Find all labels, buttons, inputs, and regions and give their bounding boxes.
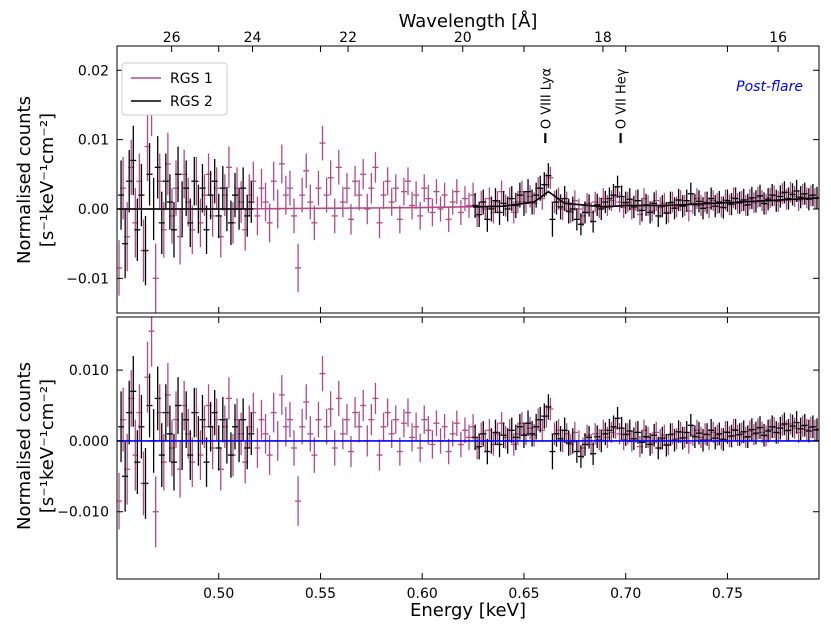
top-ytick-label: 0.00 xyxy=(78,202,109,218)
wavelength-tick-label: 24 xyxy=(244,30,262,46)
top-axis-title: Wavelength [Å] xyxy=(399,10,538,32)
top-ytick-label: 0.01 xyxy=(78,133,109,149)
wavelength-tick-label: 18 xyxy=(594,30,612,46)
top-ytick-label: −0.01 xyxy=(66,271,109,287)
xtick-label: 0.50 xyxy=(203,586,234,602)
xtick-label: 0.75 xyxy=(712,586,743,602)
axes-layer: −0.01 0.00 0.01 0.02 −0.010 0.000 0.010 0.50 0.5… xyxy=(57,30,820,602)
legend-box xyxy=(121,62,228,116)
status-label: Post-flare xyxy=(736,79,803,95)
bottom-panel-ylabel-line2: [s⁻¹keV⁻¹cm⁻²] xyxy=(37,379,58,513)
xtick-label: 0.70 xyxy=(610,586,641,602)
bottom-panel-ylabel-line1: Normalised counts xyxy=(14,362,35,530)
legend: RGS 1 RGS 2 xyxy=(121,62,228,116)
xtick-label: 0.55 xyxy=(305,586,336,602)
legend-label-rgs2: RGS 2 xyxy=(170,94,213,110)
top-panel-marks xyxy=(117,66,819,313)
line-annotation-label: O VII Heγ xyxy=(615,68,630,129)
legend-label-rgs1: RGS 1 xyxy=(170,71,213,87)
top-panel-frame xyxy=(116,45,820,314)
top-data-group xyxy=(117,66,819,313)
bottom-ytick-label: 0.000 xyxy=(69,434,109,450)
x-axis-title: Energy [keV] xyxy=(410,600,526,621)
bottom-panel-marks xyxy=(117,317,819,548)
bottom-ytick-label: 0.010 xyxy=(69,363,109,379)
top-panel-ylabel-line1: Normalised counts xyxy=(14,96,35,264)
bottom-panel-frame xyxy=(116,316,820,580)
xtick-label: 0.60 xyxy=(407,586,438,602)
wavelength-tick-label: 26 xyxy=(163,30,181,46)
wavelength-tick-label: 22 xyxy=(339,30,357,46)
top-panel-ylabel-line2: [s⁻¹keV⁻¹cm⁻²] xyxy=(37,113,58,247)
wavelength-tick-label: 20 xyxy=(454,30,472,46)
top-model-line xyxy=(473,190,819,208)
bottom-ytick-label: −0.010 xyxy=(57,505,109,521)
top-ytick-label: 0.02 xyxy=(78,63,109,79)
bottom-data-group xyxy=(117,317,819,548)
wavelength-tick-label: 16 xyxy=(769,30,787,46)
line-annotation-label: O VIII Lyα xyxy=(539,68,554,129)
xtick-label: 0.65 xyxy=(508,586,539,602)
